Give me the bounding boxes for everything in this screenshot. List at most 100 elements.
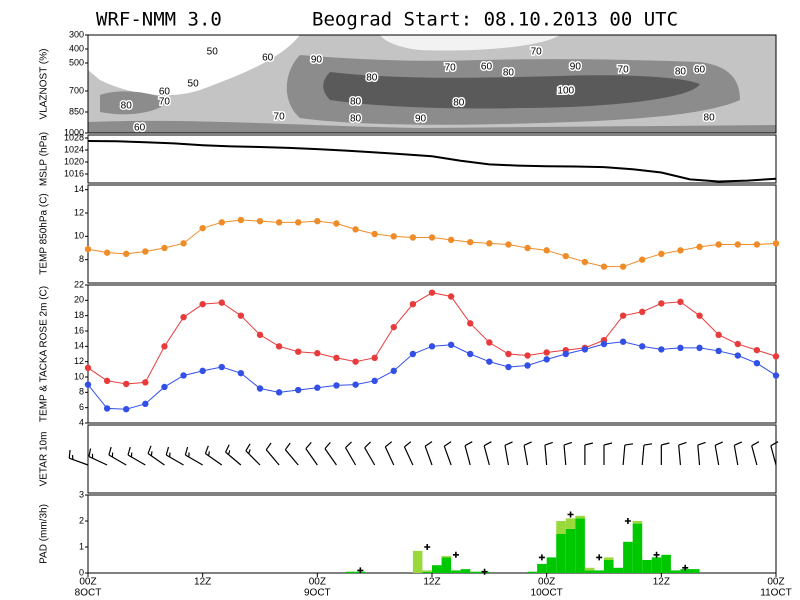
precip-bar	[584, 567, 595, 571]
contour-label: 100	[557, 86, 574, 97]
x-tick-label: 12Z	[653, 577, 670, 588]
wind-barb	[364, 441, 376, 466]
wind-barb	[284, 442, 299, 466]
data-point	[275, 219, 283, 226]
data-point	[256, 331, 264, 339]
data-point	[123, 250, 130, 258]
data-line	[87, 341, 777, 410]
contour-label: 50	[188, 79, 200, 90]
data-point	[428, 234, 436, 241]
humidity-shading	[88, 35, 776, 133]
wind-barb	[443, 441, 452, 466]
data-point	[772, 353, 780, 360]
data-point	[371, 354, 378, 362]
data-point	[333, 220, 340, 227]
data-point	[619, 263, 627, 270]
data-point	[639, 343, 646, 350]
data-point	[639, 256, 646, 263]
precip-bar	[632, 521, 643, 524]
data-point	[696, 243, 703, 251]
contour-label: 80	[350, 114, 362, 125]
wind-barb	[751, 441, 760, 466]
data-point	[734, 352, 741, 359]
data-point	[658, 250, 665, 258]
precip-bar	[470, 571, 480, 573]
data-point	[715, 331, 722, 339]
data-point	[428, 289, 436, 296]
precip-bar	[537, 563, 547, 573]
contour-label: 90	[311, 55, 323, 66]
y-tick-label: 4	[79, 417, 84, 427]
contour-label: 80	[350, 97, 362, 108]
accum-marker	[481, 568, 488, 575]
data-point	[237, 216, 245, 224]
data-point	[753, 360, 761, 367]
data-point	[390, 233, 397, 240]
y-tick-label: 1000	[64, 127, 84, 137]
data-point	[734, 340, 741, 348]
data-point	[562, 252, 569, 260]
contour-label: 80	[503, 68, 515, 79]
data-point	[218, 219, 225, 226]
precip-bar	[422, 570, 432, 572]
wind-barb	[108, 446, 127, 466]
wind-barb	[265, 442, 280, 466]
x-tick-label: 00Z	[79, 577, 96, 588]
contour-label: 80	[121, 101, 133, 112]
accum-marker	[424, 544, 431, 550]
precip-bar	[690, 569, 700, 573]
precip-bar	[422, 571, 432, 573]
accum-marker	[538, 554, 545, 561]
y-tick-label: 14	[74, 341, 84, 351]
data-point	[275, 389, 283, 396]
data-point	[658, 346, 665, 353]
data-point	[161, 343, 168, 350]
precip-bar	[565, 518, 576, 529]
contour-label: 60	[134, 123, 146, 134]
wind-barb	[584, 442, 594, 465]
contour-label: 70	[445, 63, 457, 74]
x-tick-label: 00Z	[538, 577, 555, 588]
contour-label: 80	[366, 73, 378, 84]
wind-barb	[68, 449, 89, 466]
data-point	[505, 241, 512, 248]
data-point	[696, 344, 703, 352]
data-point	[600, 263, 608, 270]
contour-label: 70	[531, 47, 543, 58]
y-tick-label: 14	[74, 184, 84, 194]
y-tick-label: 1028	[64, 132, 84, 142]
data-line	[87, 292, 777, 385]
panel-frame	[87, 134, 777, 184]
data-point	[772, 372, 780, 379]
wind-barb	[384, 441, 395, 466]
panel-frame	[87, 494, 777, 574]
wind-barb	[305, 441, 318, 466]
wind-barb	[697, 441, 706, 466]
data-point	[486, 240, 493, 247]
precip-bar	[670, 570, 681, 573]
data-point	[543, 247, 550, 254]
precip-bar	[556, 521, 566, 534]
data-point	[677, 344, 684, 352]
y-tick-label: 8	[79, 254, 84, 264]
panel-frame	[87, 184, 777, 284]
data-point	[677, 298, 684, 306]
y-tick-label: 10	[74, 371, 84, 381]
data-point	[390, 367, 397, 375]
data-point	[275, 343, 283, 350]
data-point	[142, 400, 149, 408]
y-tick-label: 10	[74, 231, 84, 241]
wind-barb	[424, 441, 433, 466]
y-tick-label: 6	[79, 402, 84, 412]
wind-barb	[324, 441, 337, 466]
data-point	[103, 249, 111, 256]
data-point	[103, 405, 111, 412]
data-point	[180, 372, 187, 379]
y-tick-label: 8	[79, 387, 84, 397]
data-line	[87, 140, 777, 183]
data-point	[295, 219, 302, 226]
wind-barb	[733, 441, 743, 466]
data-point	[218, 299, 225, 306]
precip-bar	[346, 571, 356, 573]
data-point	[256, 217, 264, 225]
